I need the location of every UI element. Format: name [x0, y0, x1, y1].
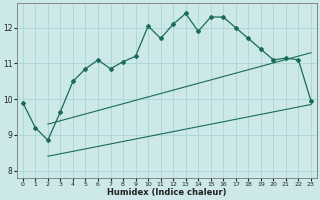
X-axis label: Humidex (Indice chaleur): Humidex (Indice chaleur) — [107, 188, 227, 197]
